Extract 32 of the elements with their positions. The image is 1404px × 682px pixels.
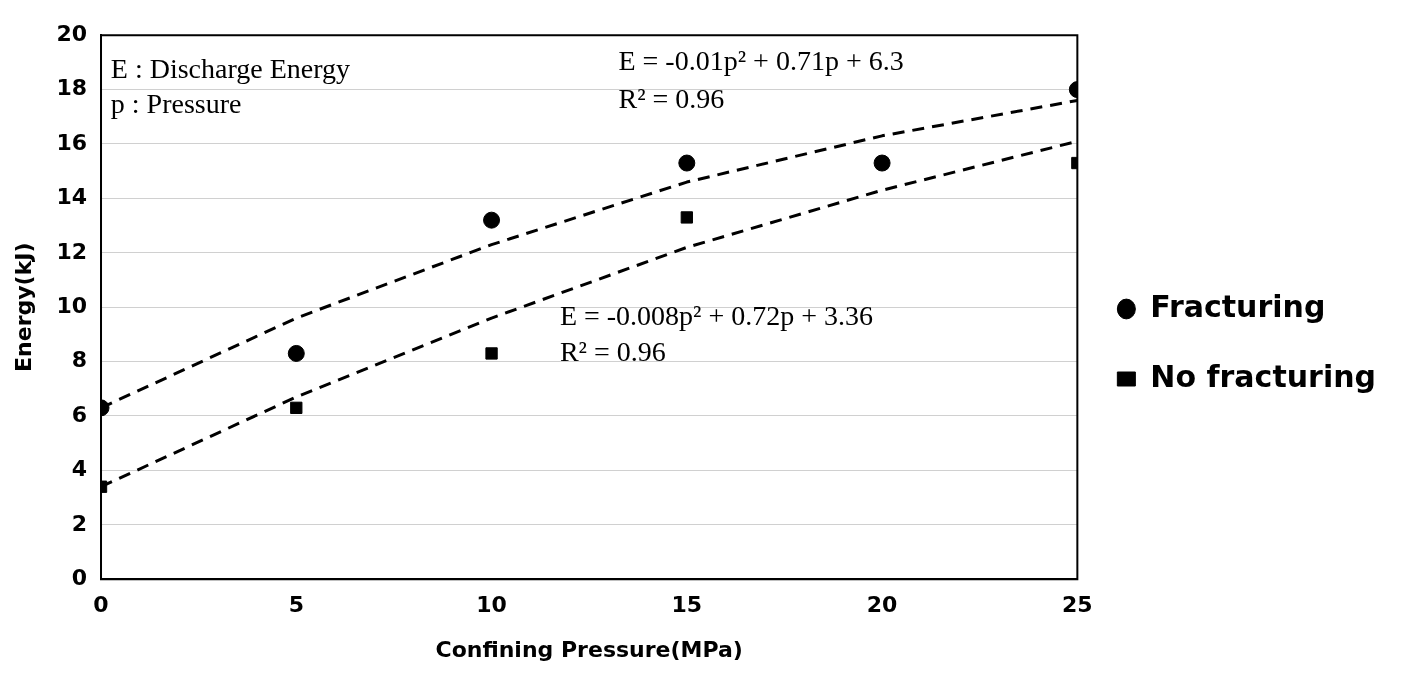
annotation: R² = 0.96 xyxy=(618,82,725,114)
y-tick-label: 6 xyxy=(71,401,88,427)
point xyxy=(680,211,693,224)
x-tick-label: 5 xyxy=(288,592,304,618)
annotation: E = -0.008p² + 0.72p + 3.36 xyxy=(559,300,874,332)
x-tick-label: 25 xyxy=(1062,592,1093,618)
y-tick-label: 20 xyxy=(56,20,88,46)
point xyxy=(290,401,303,414)
y-tick-label: 18 xyxy=(56,75,88,101)
annotation: R² = 0.96 xyxy=(559,335,666,367)
y-tick-label: 0 xyxy=(71,564,88,590)
y-tick-label: 14 xyxy=(56,184,88,210)
y-tick-label: 10 xyxy=(56,292,88,318)
point xyxy=(678,154,696,172)
point xyxy=(485,347,498,360)
y-tick-label: 2 xyxy=(71,510,88,536)
annotation: E = -0.01p² + 0.71p + 6.3 xyxy=(618,44,904,76)
legend-label: Fracturing xyxy=(1150,288,1326,324)
y-tick-label: 4 xyxy=(71,456,88,482)
legend-label: No fracturing xyxy=(1150,358,1377,394)
x-axis-title: Confining Pressure(MPa) xyxy=(435,636,743,662)
x-tick-label: 20 xyxy=(866,592,898,618)
x-tick-label: 0 xyxy=(93,592,109,618)
annotation: p : Pressure xyxy=(110,88,242,120)
y-tick-label: 12 xyxy=(56,238,88,264)
y-axis-title: Energy(kJ) xyxy=(10,242,36,372)
x-tick-label: 10 xyxy=(476,592,507,618)
y-tick-label: 8 xyxy=(71,347,88,373)
x-tick-label: 15 xyxy=(671,592,703,618)
point xyxy=(483,211,501,229)
annotation: E : Discharge Energy xyxy=(110,52,351,84)
y-tick-label: 16 xyxy=(56,129,88,155)
